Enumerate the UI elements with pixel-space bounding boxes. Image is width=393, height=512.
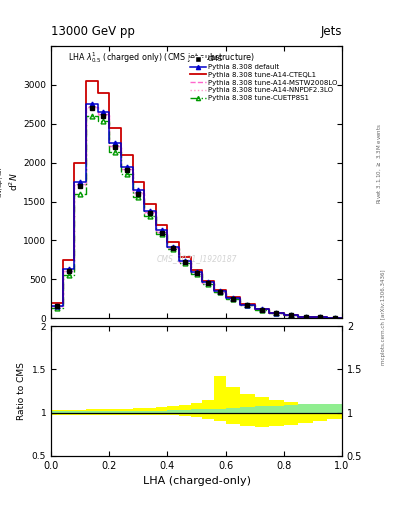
Text: CMS_2021_I1920187: CMS_2021_I1920187 [156,254,237,263]
Y-axis label: $\frac{1}{\mathrm{d}N/\mathrm{d}p_\mathrm{T}\,\mathrm{d}\lambda}$
$\mathrm{d}^2N: $\frac{1}{\mathrm{d}N/\mathrm{d}p_\mathr… [0,166,20,198]
Y-axis label: Ratio to CMS: Ratio to CMS [17,362,26,420]
Text: Rivet 3.1.10, $\geq$ 3.3M events: Rivet 3.1.10, $\geq$ 3.3M events [375,123,383,204]
Text: 13000 GeV pp: 13000 GeV pp [51,26,135,38]
Text: mcplots.cern.ch [arXiv:1306.3436]: mcplots.cern.ch [arXiv:1306.3436] [381,270,386,365]
Text: LHA $\lambda^{1}_{0.5}$ (charged only) (CMS jet substructure): LHA $\lambda^{1}_{0.5}$ (charged only) (… [68,50,255,65]
Text: Jets: Jets [320,26,342,38]
X-axis label: LHA (charged-only): LHA (charged-only) [143,476,250,486]
Legend: CMS, Pythia 8.308 default, Pythia 8.308 tune-A14-CTEQL1, Pythia 8.308 tune-A14-M: CMS, Pythia 8.308 default, Pythia 8.308 … [189,55,338,102]
